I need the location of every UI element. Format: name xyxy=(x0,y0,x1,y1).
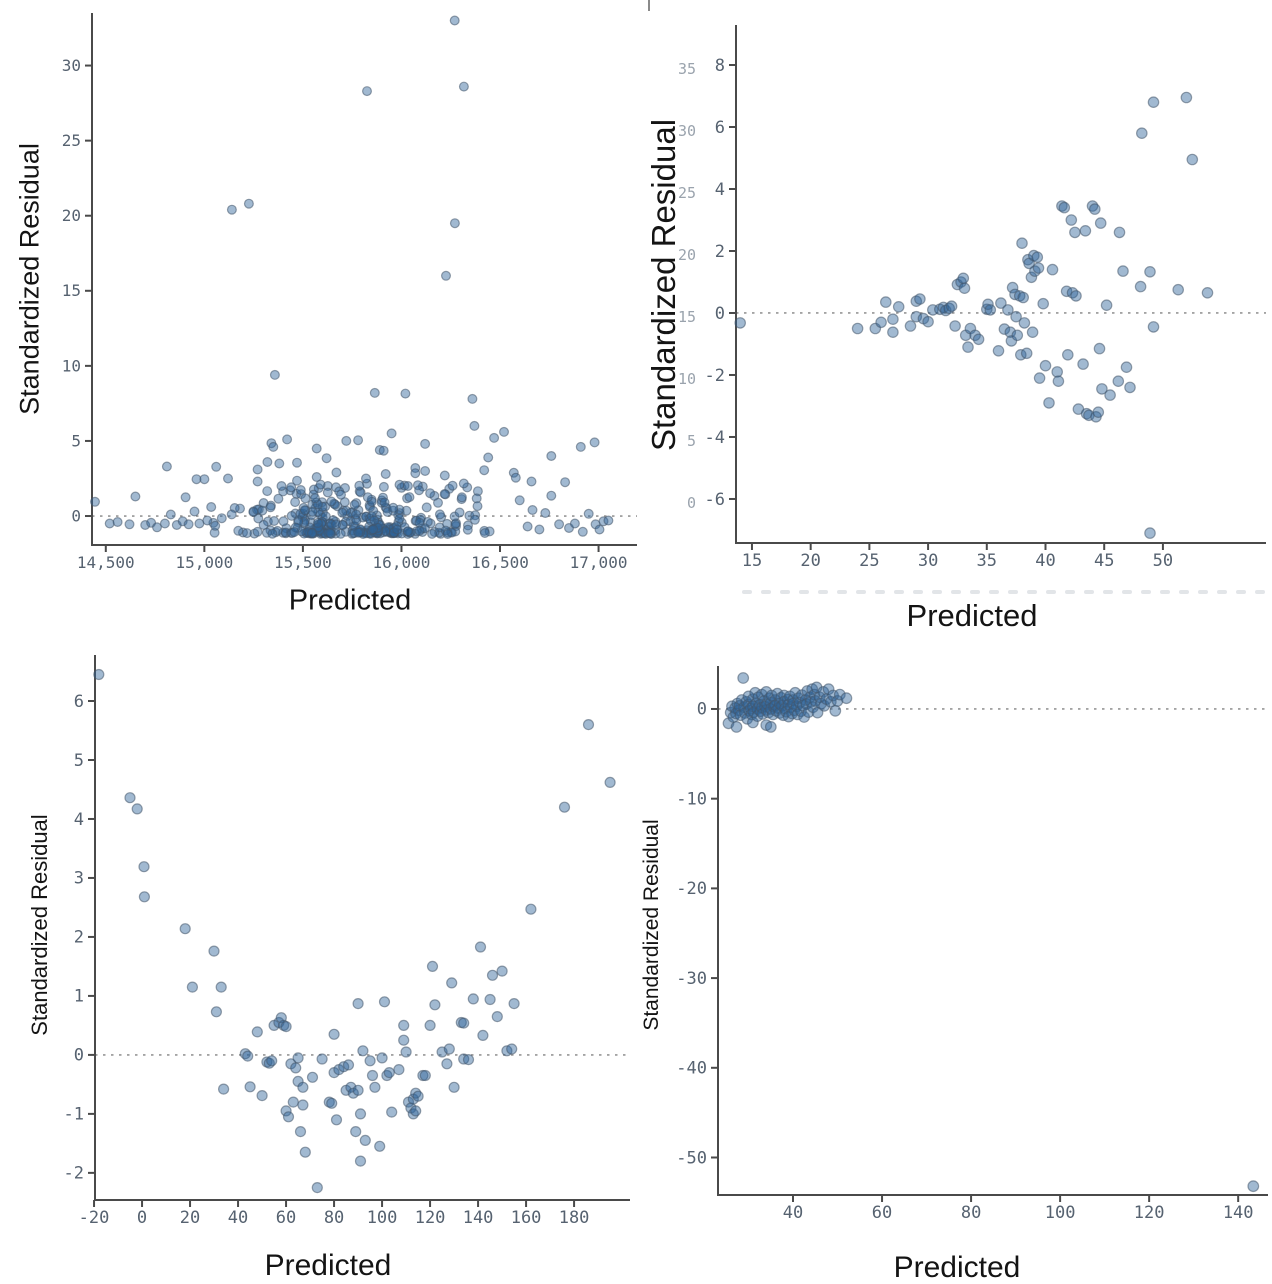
plot-bottom-left: 6 5 4 3 2 1 0 -1 -2 -20 0 20 40 60 80 100 120 140 160 180 xyxy=(64,655,630,1228)
svg-text:-4: -4 xyxy=(705,428,725,448)
svg-text:30: 30 xyxy=(62,56,81,75)
svg-text:45: 45 xyxy=(1094,551,1114,571)
svg-text:-20: -20 xyxy=(79,1208,110,1228)
svg-text:10: 10 xyxy=(678,370,696,388)
svg-text:20: 20 xyxy=(800,551,820,571)
svg-text:80: 80 xyxy=(324,1208,344,1228)
top-left-ylabel: Standardized Residual xyxy=(14,143,45,415)
svg-text:60: 60 xyxy=(872,1203,892,1223)
svg-text:160: 160 xyxy=(511,1208,542,1228)
svg-text:15: 15 xyxy=(62,281,81,300)
svg-text:20: 20 xyxy=(678,246,696,264)
svg-text:0: 0 xyxy=(687,494,696,512)
svg-text:40: 40 xyxy=(783,1203,803,1223)
svg-text:-50: -50 xyxy=(676,1148,707,1168)
svg-text:20: 20 xyxy=(62,206,81,225)
svg-text:0: 0 xyxy=(715,304,725,324)
svg-text:0: 0 xyxy=(74,1046,84,1066)
top-left-xlabel: Predicted xyxy=(288,584,412,617)
svg-text:35: 35 xyxy=(678,60,696,78)
svg-text:0: 0 xyxy=(137,1208,147,1228)
svg-text:16,000: 16,000 xyxy=(373,553,431,572)
svg-text:120: 120 xyxy=(415,1208,446,1228)
svg-text:-2: -2 xyxy=(705,366,725,386)
svg-text:2: 2 xyxy=(74,928,84,948)
svg-text:140: 140 xyxy=(1223,1203,1254,1223)
bottom-right-xlabel: Predicted xyxy=(893,1251,1021,1284)
svg-text:-20: -20 xyxy=(676,879,707,899)
top-right-ylabel: Standardized Residual xyxy=(645,118,682,452)
svg-text:5: 5 xyxy=(74,751,84,771)
svg-text:140: 140 xyxy=(463,1208,494,1228)
svg-text:30: 30 xyxy=(678,122,696,140)
svg-text:-6: -6 xyxy=(705,490,725,510)
plot-bottom-right: 0 -10 -20 -30 -40 -50 40 60 80 100 120 140 xyxy=(676,666,1268,1223)
svg-text:17,000: 17,000 xyxy=(570,553,628,572)
bottom-left-ylabel: Standardized Residual xyxy=(27,814,52,1036)
svg-text:25: 25 xyxy=(859,551,879,571)
svg-text:120: 120 xyxy=(1134,1203,1165,1223)
svg-text:4: 4 xyxy=(74,810,84,830)
bottom-right-ylabel: Standardized Residual xyxy=(640,819,663,1031)
svg-text:14,500: 14,500 xyxy=(77,553,135,572)
svg-text:40: 40 xyxy=(1035,551,1055,571)
svg-text:-10: -10 xyxy=(676,789,707,809)
svg-text:1: 1 xyxy=(74,987,84,1007)
svg-text:0: 0 xyxy=(697,700,707,720)
svg-text:25: 25 xyxy=(62,131,81,150)
svg-text:-1: -1 xyxy=(64,1105,84,1125)
svg-text:6: 6 xyxy=(715,118,725,138)
svg-text:15: 15 xyxy=(678,308,696,326)
svg-text:-2: -2 xyxy=(64,1164,84,1184)
svg-text:30: 30 xyxy=(918,551,938,571)
svg-text:16,500: 16,500 xyxy=(471,553,529,572)
svg-text:0: 0 xyxy=(71,506,81,525)
svg-text:15,000: 15,000 xyxy=(175,553,233,572)
svg-text:180: 180 xyxy=(559,1208,590,1228)
artifact-tick xyxy=(648,0,650,11)
svg-text:35: 35 xyxy=(977,551,997,571)
svg-text:40: 40 xyxy=(228,1208,248,1228)
svg-text:15,500: 15,500 xyxy=(274,553,332,572)
svg-text:5: 5 xyxy=(71,431,81,450)
svg-text:10: 10 xyxy=(62,356,81,375)
bottom-left-xlabel: Predicted xyxy=(264,1249,392,1282)
svg-text:60: 60 xyxy=(276,1208,296,1228)
svg-text:50: 50 xyxy=(1153,551,1173,571)
svg-text:-40: -40 xyxy=(676,1059,707,1079)
svg-text:6: 6 xyxy=(74,692,84,712)
svg-text:2: 2 xyxy=(715,242,725,262)
svg-text:20: 20 xyxy=(180,1208,200,1228)
svg-text:15: 15 xyxy=(742,551,762,571)
svg-text:80: 80 xyxy=(961,1203,981,1223)
svg-text:100: 100 xyxy=(367,1208,398,1228)
svg-text:3: 3 xyxy=(74,869,84,889)
svg-text:25: 25 xyxy=(678,184,696,202)
svg-text:5: 5 xyxy=(687,432,696,450)
svg-text:4: 4 xyxy=(715,180,725,200)
svg-text:100: 100 xyxy=(1045,1203,1076,1223)
svg-text:-30: -30 xyxy=(676,969,707,989)
svg-text:8: 8 xyxy=(715,56,725,76)
top-right-xlabel: Predicted xyxy=(906,598,1038,633)
plot-top-right: 8 35 6 30 4 25 2 20 0 15 -2 10 -4 5 -6 0 15 20 25 30 35 40 45 5… xyxy=(678,25,1266,594)
plot-top-left: 0 5 10 15 20 25 30 14,500 15,000 15,500 16,000 16,5… xyxy=(62,13,637,572)
